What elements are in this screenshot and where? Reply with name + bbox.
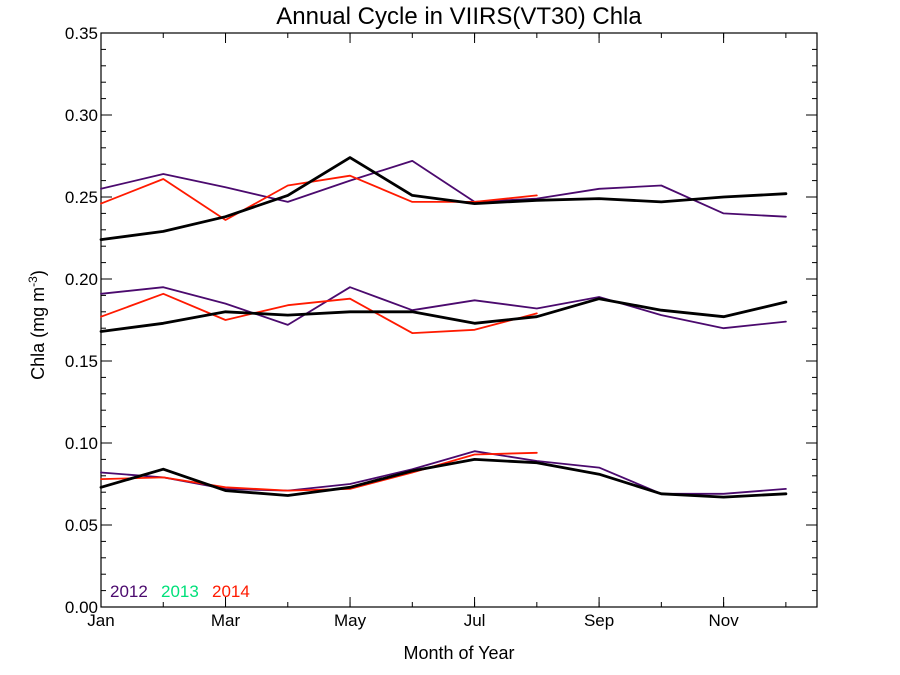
x-tick-label: Jan xyxy=(87,611,114,630)
series-line-middle-mean xyxy=(99,297,788,333)
series-line-upper-mean xyxy=(99,156,788,241)
legend-entry-2013: 2013 xyxy=(161,582,199,601)
y-tick-label: 0.30 xyxy=(65,106,98,125)
y-axis-label: Chla (mg m-3) xyxy=(26,270,48,380)
series-line-middle-2014 xyxy=(100,292,538,334)
legend: 2012 2013 2014 xyxy=(110,582,250,601)
plot-frame xyxy=(100,32,818,608)
chart-title: Annual Cycle in VIIRS(VT30) Chla xyxy=(276,3,642,30)
y-axis-label-main: Chla (mg m xyxy=(28,287,48,380)
y-tick-label: 0.10 xyxy=(65,434,98,453)
x-tick-label: Jul xyxy=(464,611,486,630)
legend-entry-2012: 2012 xyxy=(110,582,148,601)
plot-area xyxy=(100,32,818,608)
x-tick-label: Nov xyxy=(708,611,739,630)
y-tick-label: 0.15 xyxy=(65,352,98,371)
series-line-upper-2012 xyxy=(100,160,787,218)
x-axis-label: Month of Year xyxy=(403,643,514,663)
y-tick-label: 0.20 xyxy=(65,270,98,289)
y-tick-label: 0.25 xyxy=(65,188,98,207)
x-tick-label: Sep xyxy=(584,611,614,630)
series-line-lower-2014 xyxy=(100,451,538,492)
series-layer xyxy=(99,156,788,499)
y-axis-label-close: ) xyxy=(28,270,48,276)
series-line-lower-mean xyxy=(99,458,788,499)
y-tick-label: 0.00 xyxy=(65,598,98,617)
x-tick-label: May xyxy=(334,611,367,630)
y-axis-label-sup: -3 xyxy=(26,276,40,287)
x-tick-label: Mar xyxy=(211,611,241,630)
y-tick-label: 0.35 xyxy=(65,24,98,43)
series-line-lower-2012 xyxy=(100,450,787,495)
axes-layer: Jan Mar May Jul Sep Nov 0.00 0.05 0.10 0.15 0.20 0.… xyxy=(65,24,817,630)
legend-entry-2014: 2014 xyxy=(212,582,250,601)
series-line-middle-2012 xyxy=(100,286,787,330)
series-line-upper-2014 xyxy=(100,174,538,221)
y-tick-label: 0.05 xyxy=(65,516,98,535)
